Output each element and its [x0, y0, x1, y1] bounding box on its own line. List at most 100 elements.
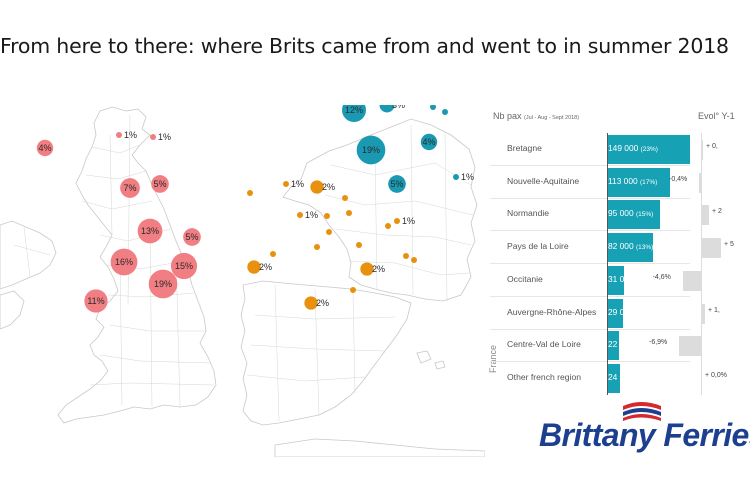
- region-bubble: [324, 213, 330, 219]
- region-bubble: [430, 105, 436, 110]
- bubble-label: 1%: [305, 210, 318, 220]
- region-bubble: [110, 248, 138, 276]
- region-bubble: [346, 210, 352, 216]
- region-bubble: [394, 218, 400, 224]
- region-bubble: [420, 133, 438, 151]
- region-table: Nb pax (Jul - Aug - Sept 2018) Evol° Y-1…: [488, 105, 750, 405]
- pax-value: 149 000 (23%): [608, 143, 658, 153]
- pax-value: 22 000 (3%): [608, 339, 650, 350]
- bubble-label: 19%: [154, 279, 172, 289]
- region-bubble: [283, 181, 289, 187]
- pax-share: (13%): [635, 244, 654, 252]
- bubble-label: 2%: [316, 298, 329, 308]
- evolution-bar: [679, 336, 701, 357]
- evolution-value: -4,6%: [652, 273, 671, 281]
- bubble-label: 5%: [185, 232, 198, 242]
- uk-map-regions: [13, 114, 215, 408]
- table-row: Bretagne 149 000 (23%) + 0,: [490, 133, 750, 165]
- france-spain-map-outline: [240, 118, 485, 457]
- region-label: Other french region: [507, 371, 582, 382]
- row-separator: [490, 165, 690, 166]
- bubble-label: 4%: [422, 137, 435, 147]
- region-bubble: [379, 105, 395, 113]
- pax-bar: [607, 200, 660, 230]
- brittany-ferries-logo: Brittany Ferries: [539, 402, 750, 453]
- pax-bar: [607, 167, 670, 197]
- region-bubble: [453, 174, 459, 180]
- row-separator: [490, 197, 690, 199]
- region-bubble: [247, 260, 261, 274]
- region-bubble: [36, 139, 54, 157]
- pax-bar: [607, 233, 653, 263]
- bubble-label: 7%: [123, 183, 136, 193]
- bubble-label: 2%: [372, 264, 385, 274]
- france-spain-map: 23%14%12%19%3%4%5%1%1%2%1%1%2%2%2%: [240, 105, 485, 457]
- region-bubble: [314, 244, 320, 250]
- region-label: Pays de la Loire: [507, 241, 569, 252]
- pax-value: 29 000 (5%): [608, 306, 650, 317]
- pax-value: 24 000 (4%): [608, 371, 650, 382]
- pax-share: (23%): [640, 146, 658, 153]
- region-bubble: [151, 175, 169, 193]
- pax-bar: [607, 363, 621, 393]
- region-bubble: [388, 175, 406, 193]
- bubble-label: 1%: [291, 179, 304, 189]
- pax-bar: [607, 331, 620, 361]
- bubble-label: 16%: [115, 257, 133, 267]
- evolution-bar: [701, 205, 709, 226]
- row-separator: [490, 328, 690, 330]
- region-label: Auvergne-Rhône-Alpes: [507, 306, 597, 317]
- region-bubble: [183, 228, 201, 246]
- evolution-bar: [701, 238, 721, 259]
- region-label: Bretagne: [507, 143, 542, 153]
- bubble-label: 1%: [402, 216, 415, 226]
- bubble-label: 1%: [124, 130, 137, 140]
- evolution-bar: [701, 140, 703, 160]
- table-row: Normandie 95 000 (15%) + 2: [490, 198, 750, 230]
- bubble-label: 2%: [259, 262, 272, 272]
- uk-bubble-layer: 1%1%1%1%4%7%5%13%5%16%15%19%11%: [36, 130, 201, 313]
- table-row: Centre-Val de Loire 22 000 (3%) -6,9%: [490, 329, 750, 361]
- region-bubble: [326, 229, 332, 235]
- region-bubble: [342, 195, 348, 201]
- table-row: Nouvelle-Aquitaine 113 000 (17%) -0,4%: [490, 166, 750, 198]
- region-bubble: [385, 223, 391, 229]
- pax-value: 31 000 (5%): [608, 273, 650, 284]
- region-bubble: [247, 190, 253, 196]
- region-bubble: [356, 242, 362, 248]
- page-title: From here to there: where Brits came fro…: [0, 34, 729, 58]
- france-spain-bubble-layer: 23%14%12%19%3%4%5%1%1%2%1%1%2%2%2%: [247, 105, 474, 310]
- pax-bar: [607, 135, 690, 164]
- table-row: Auvergne-Rhône-Alpes 29 000 (5%) + 1,: [490, 297, 750, 329]
- region-label: Occitanie: [507, 273, 543, 284]
- pax-share: (4%): [635, 374, 650, 382]
- logo-flag-icon: [623, 402, 661, 421]
- evolution-header: Evol° Y-1: [698, 111, 735, 121]
- region-bubble: [403, 253, 409, 259]
- region-label: Centre-Val de Loire: [507, 339, 581, 350]
- row-separator: [490, 263, 690, 265]
- pax-bar: [607, 265, 625, 295]
- region-bubble: [270, 251, 276, 257]
- pax-value: 82 000 (13%): [608, 241, 654, 252]
- region-bubble: [84, 289, 108, 313]
- pax-value: 113 000 (17%): [608, 175, 658, 186]
- bubble-label: 15%: [175, 261, 193, 271]
- bubble-label: 12%: [345, 105, 363, 115]
- region-bubble: [297, 212, 303, 218]
- region-bubble: [150, 134, 156, 140]
- evolution-value: -6,9%: [649, 339, 668, 347]
- bubble-label: 11%: [87, 296, 104, 306]
- evolution-value: + 1,: [708, 306, 720, 314]
- pax-header: Nb pax (Jul - Aug - Sept 2018): [493, 111, 580, 121]
- bubble-label: 5%: [390, 179, 403, 189]
- region-label: Normandie: [507, 208, 550, 219]
- pax-bar: [607, 298, 624, 328]
- row-separator: [490, 230, 690, 232]
- region-bubble: [310, 180, 324, 194]
- evolution-axis: [701, 133, 702, 395]
- logo-text: Brittany Ferries: [539, 417, 750, 453]
- pax-share: (17%): [639, 178, 658, 186]
- evolution-value: + 2: [712, 208, 722, 216]
- evolution-value: + 0,0%: [705, 371, 727, 379]
